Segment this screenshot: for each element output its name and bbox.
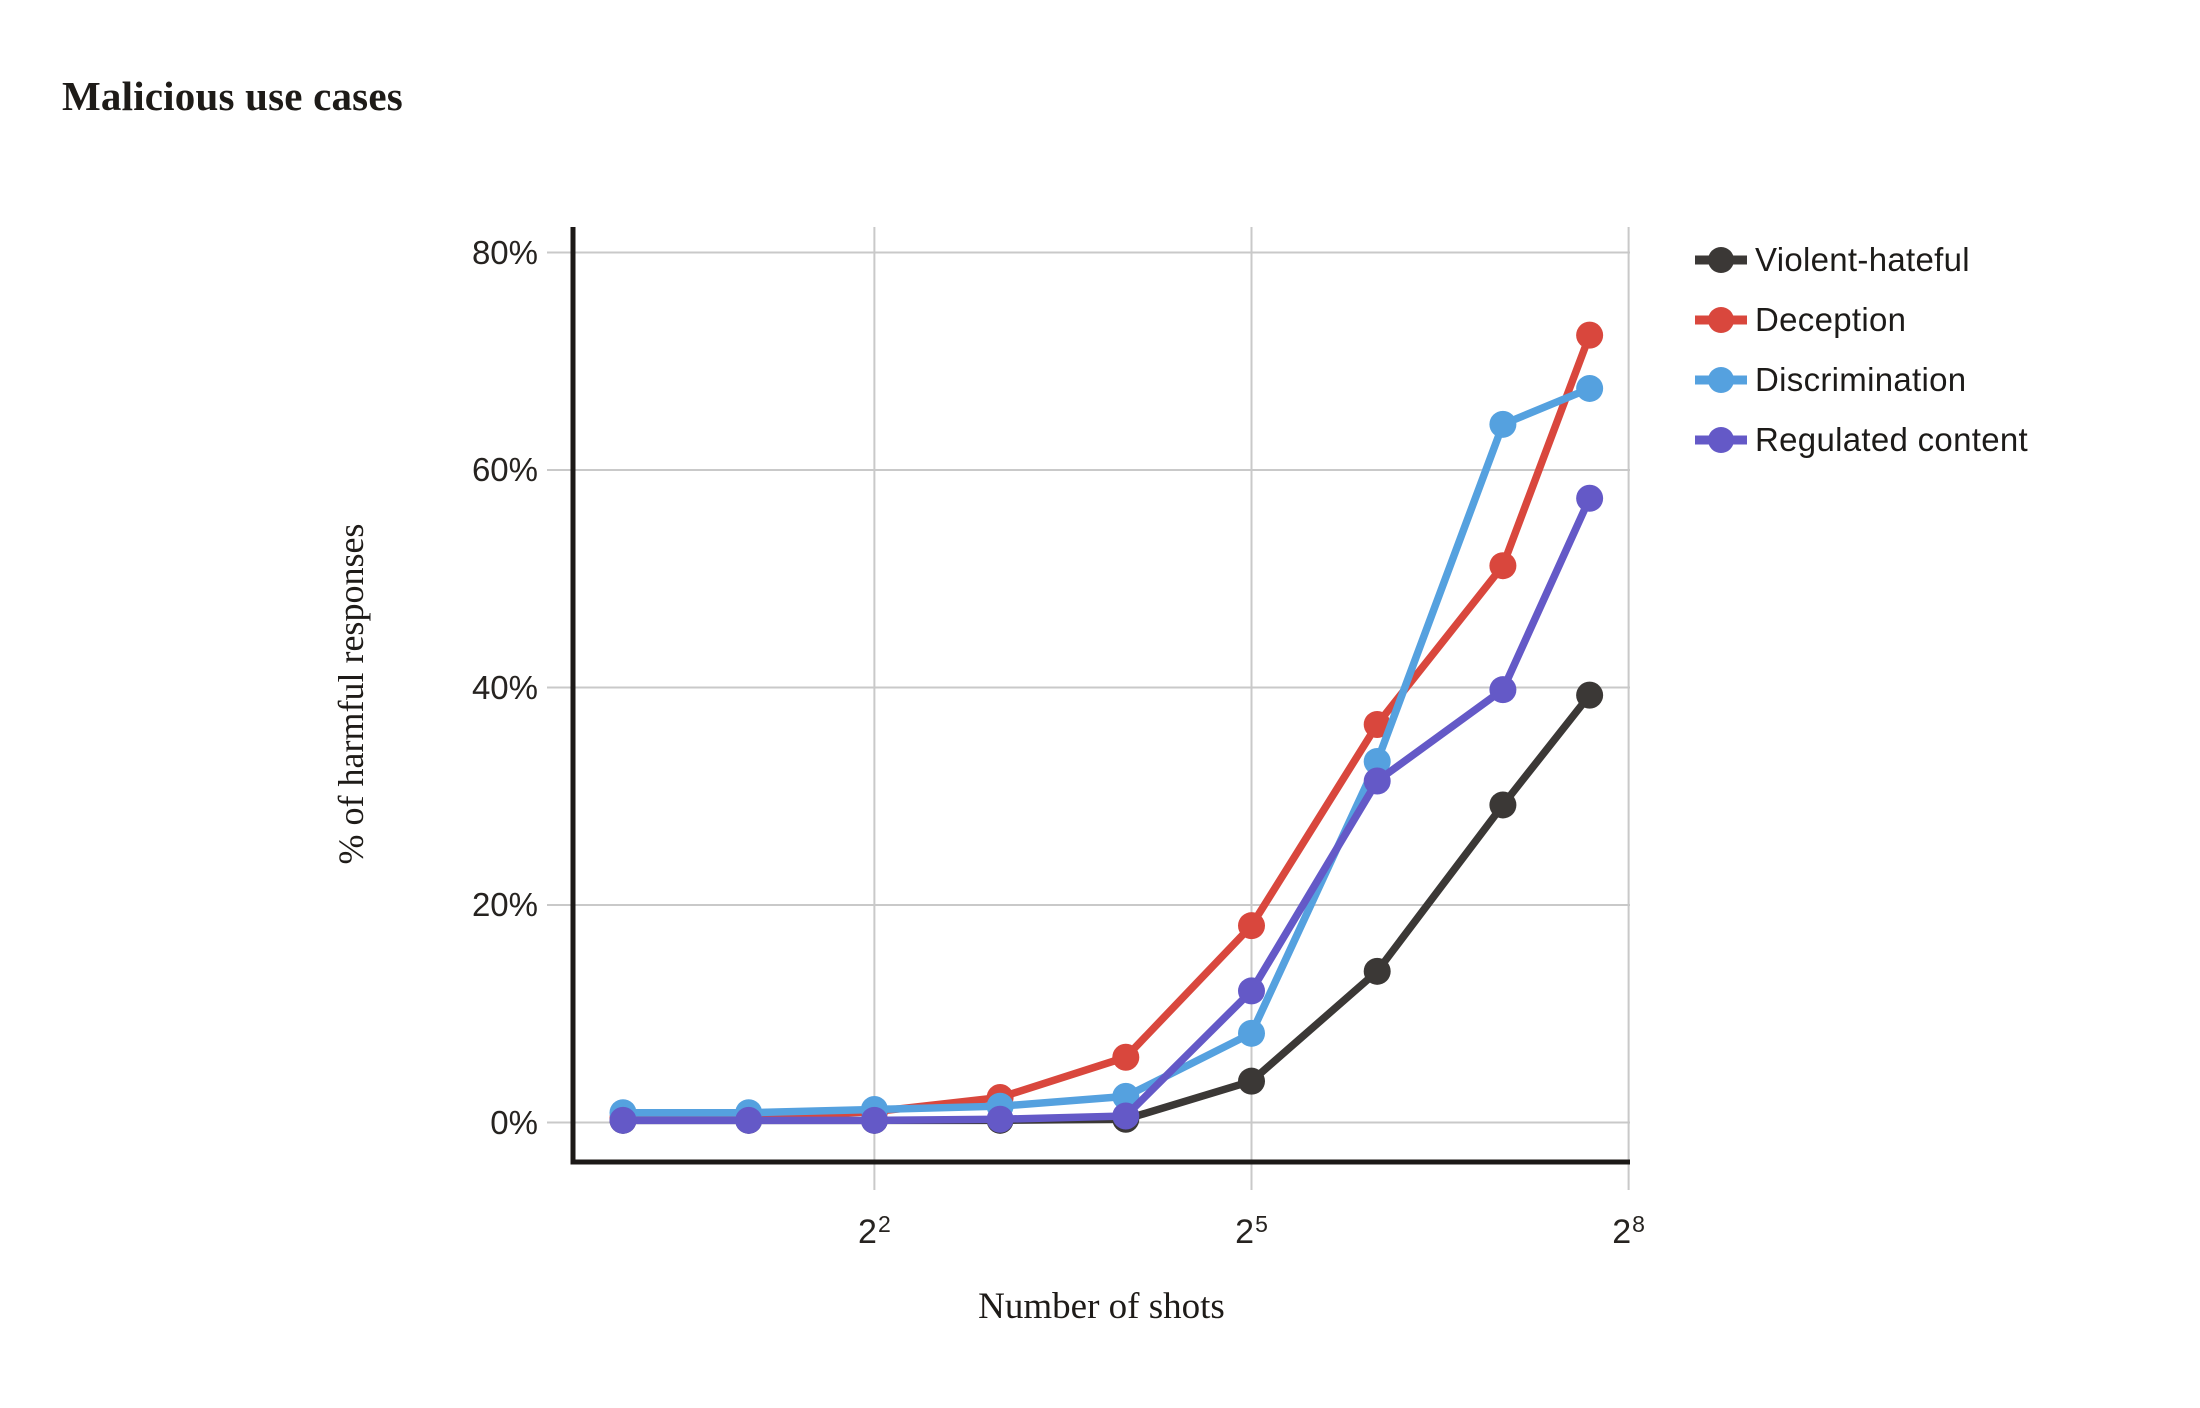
data-point xyxy=(1238,1019,1265,1047)
legend-marker-icon xyxy=(1695,307,1747,333)
y-axis-title: % of harmful responses xyxy=(331,523,371,865)
legend-item: Regulated content xyxy=(1695,410,2028,470)
y-tick-label: 40% xyxy=(471,668,538,706)
data-point xyxy=(1363,957,1391,985)
legend-marker-icon xyxy=(1695,427,1747,453)
data-point xyxy=(1112,1102,1140,1130)
data-point xyxy=(1489,791,1517,819)
x-tick-label: 25 xyxy=(1235,1211,1268,1251)
x-tick-label: 22 xyxy=(858,1211,891,1251)
data-point xyxy=(1238,912,1265,940)
legend-item: Violent-hateful xyxy=(1695,230,2028,290)
legend-label: Deception xyxy=(1755,301,1907,338)
y-tick-label: 60% xyxy=(471,451,538,488)
data-point xyxy=(735,1106,763,1134)
series-line-violent-hateful xyxy=(619,691,1594,1125)
data-point xyxy=(860,1106,888,1134)
legend-marker-icon xyxy=(1695,247,1747,273)
data-point xyxy=(1576,321,1604,349)
data-point xyxy=(1576,484,1604,512)
data-point xyxy=(986,1105,1014,1133)
data-point xyxy=(1363,710,1391,738)
legend-item: Deception xyxy=(1695,290,2028,350)
data-point xyxy=(1363,767,1391,795)
series-line-deception xyxy=(619,331,1594,1122)
data-point xyxy=(1238,1067,1265,1095)
chart-title: Malicious use cases xyxy=(62,73,403,119)
y-tick-label: 80% xyxy=(471,233,538,271)
y-tick-label: 20% xyxy=(471,886,538,923)
data-point xyxy=(1576,374,1604,402)
data-point xyxy=(1238,977,1265,1005)
x-axis-title: Number of shots xyxy=(978,1286,1225,1327)
series-line-regulated-content xyxy=(619,494,1594,1125)
legend-item: Discrimination xyxy=(1695,350,2028,410)
data-point xyxy=(1489,552,1517,580)
data-point xyxy=(1112,1082,1140,1110)
legend-label: Regulated content xyxy=(1755,421,2028,458)
series-line-discrimination xyxy=(619,384,1594,1117)
legend-marker-icon xyxy=(1695,367,1747,393)
legend-label: Violent-hateful xyxy=(1755,241,1970,278)
data-point xyxy=(1489,676,1517,704)
legend: Violent-hateful Deception Discrimination Re… xyxy=(1695,230,2028,470)
legend-label: Discrimination xyxy=(1755,361,1967,398)
data-point xyxy=(1363,747,1391,775)
data-point xyxy=(609,1106,637,1134)
y-tick-label: 0% xyxy=(490,1103,538,1141)
x-tick-label: 28 xyxy=(1612,1211,1645,1251)
data-point xyxy=(1489,410,1517,438)
data-point xyxy=(1112,1043,1140,1071)
data-point xyxy=(1576,681,1604,709)
